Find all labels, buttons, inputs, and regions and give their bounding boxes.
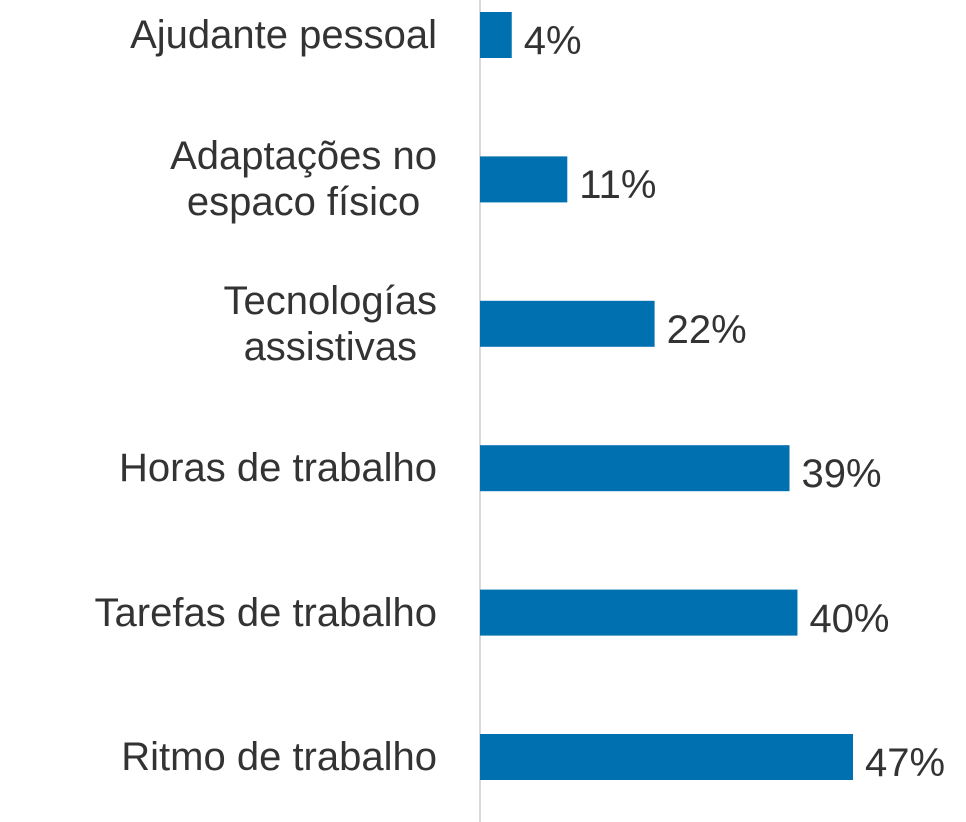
category-label: Tecnologías assistivas: [223, 278, 437, 369]
bar: [480, 445, 790, 492]
bar: [480, 734, 853, 780]
value-label: 47%: [865, 741, 946, 785]
bar: [480, 156, 568, 203]
value-label: 4%: [523, 19, 582, 63]
category-label: Horas de trabalho: [119, 446, 437, 491]
category-label: Tarefas de trabalho: [94, 590, 437, 635]
value-label: 22%: [666, 307, 747, 352]
value-label: 39%: [801, 452, 882, 497]
category-label: Adaptações no espaco físico: [170, 134, 437, 225]
bar: [480, 12, 512, 58]
category-label: Ritmo de trabalho: [121, 735, 437, 779]
bar: [480, 589, 798, 636]
category-label: Ajudante pessoal: [130, 13, 437, 57]
value-label: 40%: [809, 596, 890, 641]
value-label: 11%: [579, 163, 657, 208]
bar: [480, 300, 655, 347]
